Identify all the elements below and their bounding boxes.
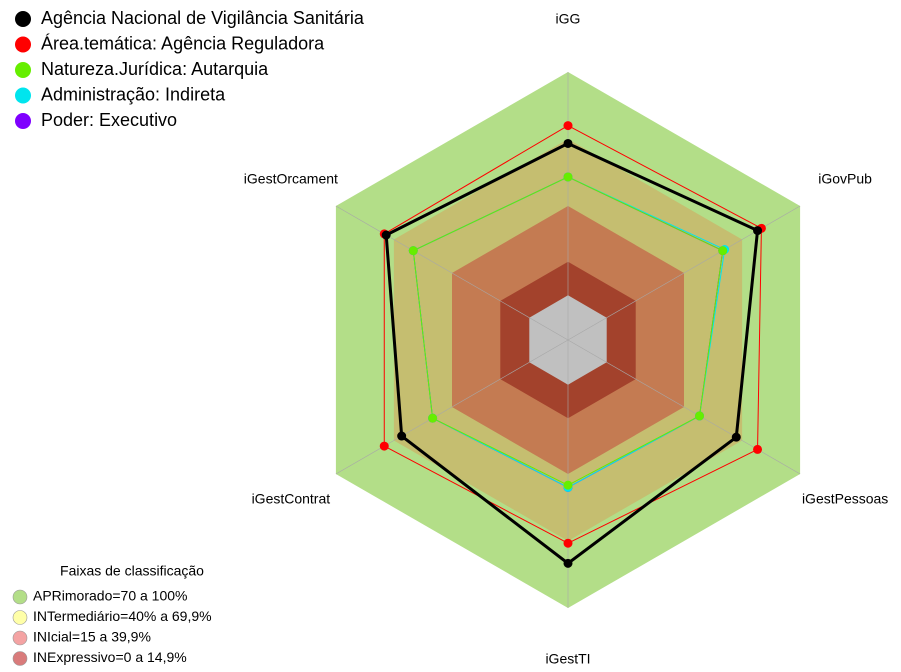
series-point [695, 411, 705, 421]
band-text: INIcial=15 a 39,9% [33, 629, 151, 645]
spoke [335, 339, 569, 475]
band-text: INExpressivo=0 a 14,9% [33, 649, 187, 665]
legend-text: Administração: Indireta [41, 84, 226, 104]
series-point [718, 246, 728, 256]
series-point [563, 480, 573, 490]
legend-marker [15, 11, 31, 27]
band-legend-marker [12, 630, 28, 646]
series-point [731, 432, 741, 442]
series-point [428, 413, 438, 423]
series-point [563, 538, 573, 548]
series-point [408, 246, 418, 256]
legend-marker [15, 36, 31, 53]
axis-label: iGestContrat [252, 491, 331, 507]
series-point [563, 558, 573, 568]
series-point [563, 172, 573, 182]
band-text: INTermediário=40% a 69,9% [33, 608, 212, 624]
legend-text: Poder: Executivo [41, 110, 177, 130]
legend-text: Área.temática: Agência Reguladora [41, 33, 325, 53]
series-point [381, 230, 391, 240]
series-point [397, 431, 407, 441]
band-legend-marker [12, 589, 28, 605]
legend-text: Agência Nacional de Vigilância Sanitária [41, 8, 365, 28]
series-point [753, 226, 763, 236]
bands-title: Faixas de classificação [60, 563, 204, 579]
series-point [753, 444, 763, 454]
band-text: APRimorado=70 a 100% [33, 588, 188, 604]
band-legend-marker [12, 651, 28, 666]
legend-text: Natureza.Jurídica: Autarquia [41, 59, 269, 79]
axis-label: iGestOrcament [244, 171, 338, 187]
legend-marker [15, 87, 31, 104]
spoke [335, 205, 569, 341]
series-point [379, 441, 389, 451]
axis-label: iGovPub [818, 171, 872, 187]
series-point [563, 138, 573, 148]
axis-label: iGestTI [545, 651, 590, 667]
axis-label: iGestPessoas [802, 491, 888, 507]
series-point [563, 121, 573, 131]
axis-label: iGG [556, 11, 581, 27]
legend-marker [15, 62, 31, 78]
band-legend-marker [12, 610, 28, 625]
legend-marker [15, 113, 31, 129]
